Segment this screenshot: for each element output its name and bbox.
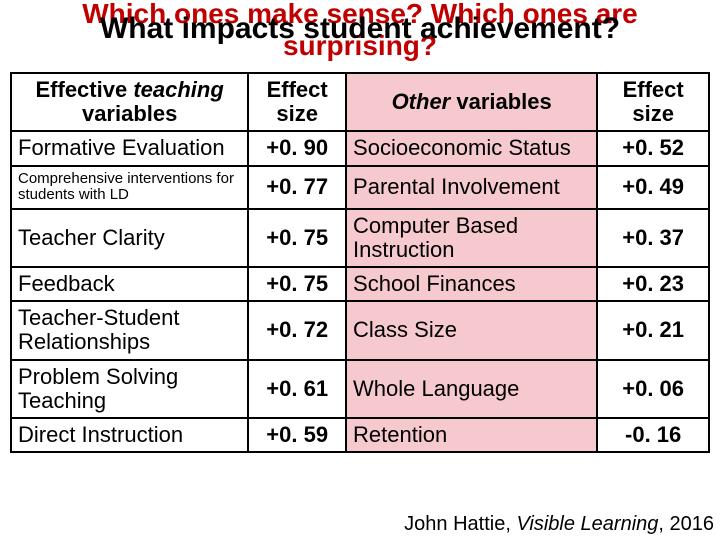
table-row: Teacher Clarity +0. 75 Computer Based In…	[11, 209, 709, 267]
effect-size-table: Effective teaching variables Effect size…	[10, 72, 710, 453]
teaching-variable: Formative Evaluation	[11, 131, 248, 165]
teaching-variable: Comprehensive interventions for students…	[11, 166, 248, 209]
other-variable: Parental Involvement	[346, 166, 597, 209]
citation: John Hattie, Visible Learning, 2016	[404, 513, 714, 536]
header-effect-size-right: Effect size	[597, 73, 709, 131]
teaching-variable: Direct Instruction	[11, 418, 248, 452]
table-row: Problem Solving Teaching +0. 61 Whole La…	[11, 360, 709, 418]
teaching-variable: Feedback	[11, 267, 248, 301]
effect-size-right: +0. 49	[597, 166, 709, 209]
table-row: Formative Evaluation +0. 90 Socioeconomi…	[11, 131, 709, 165]
effect-size-right: +0. 21	[597, 301, 709, 359]
header-teaching-variables: Effective teaching variables	[11, 73, 248, 131]
effect-size-left: +0. 61	[248, 360, 346, 418]
table-row: Direct Instruction +0. 59 Retention -0. …	[11, 418, 709, 452]
effect-size-left: +0. 90	[248, 131, 346, 165]
table-row: Teacher-Student Relationships +0. 72 Cla…	[11, 301, 709, 359]
citation-year: , 2016	[658, 513, 714, 535]
header-effect-size-left: Effect size	[248, 73, 346, 131]
header-other-variables: Other variables	[346, 73, 597, 131]
teaching-variable: Teacher-Student Relationships	[11, 301, 248, 359]
other-variable: School Finances	[346, 267, 597, 301]
table-row: Feedback +0. 75 School Finances +0. 23	[11, 267, 709, 301]
other-variable: Computer Based Instruction	[346, 209, 597, 267]
citation-title: Visible Learning	[516, 513, 658, 535]
other-variable: Class Size	[346, 301, 597, 359]
effect-size-left: +0. 75	[248, 267, 346, 301]
title-main: What impacts student achievement?	[0, 12, 720, 46]
teaching-variable: Teacher Clarity	[11, 209, 248, 267]
slide-title-block: Which ones make sense? Which ones are su…	[0, 0, 720, 68]
effect-size-left: +0. 59	[248, 418, 346, 452]
effect-size-left: +0. 77	[248, 166, 346, 209]
citation-author: John Hattie,	[404, 513, 516, 535]
other-variable: Retention	[346, 418, 597, 452]
effect-size-left: +0. 75	[248, 209, 346, 267]
effect-size-right: +0. 37	[597, 209, 709, 267]
table-header-row: Effective teaching variables Effect size…	[11, 73, 709, 131]
effect-size-right: -0. 16	[597, 418, 709, 452]
effect-size-left: +0. 72	[248, 301, 346, 359]
effect-size-right: +0. 52	[597, 131, 709, 165]
effect-size-right: +0. 06	[597, 360, 709, 418]
table-row: Comprehensive interventions for students…	[11, 166, 709, 209]
teaching-variable: Problem Solving Teaching	[11, 360, 248, 418]
other-variable: Whole Language	[346, 360, 597, 418]
other-variable: Socioeconomic Status	[346, 131, 597, 165]
effect-size-right: +0. 23	[597, 267, 709, 301]
